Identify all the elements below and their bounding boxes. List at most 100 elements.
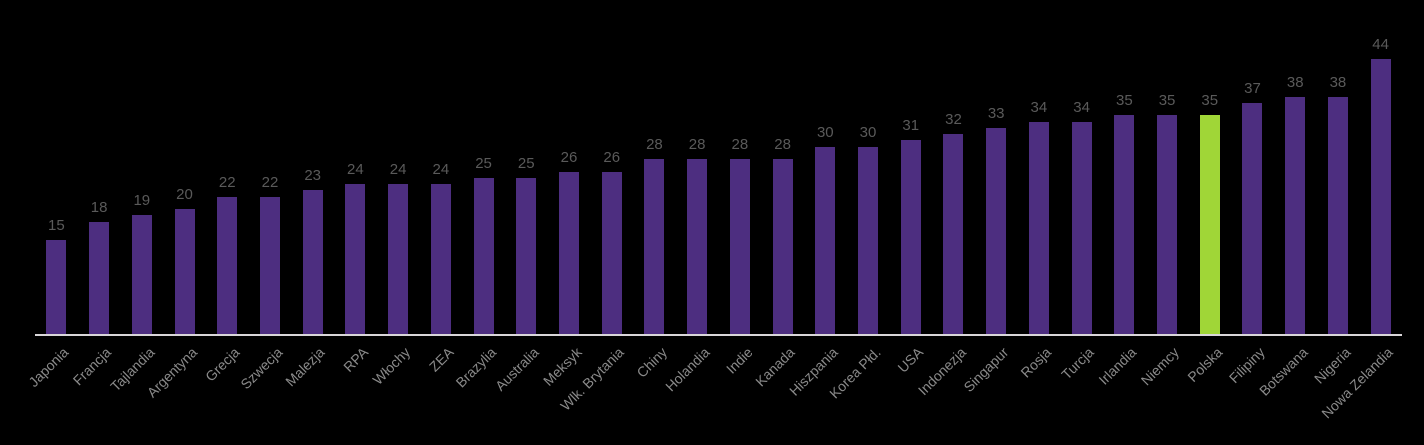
value-label: 22 [218, 173, 236, 191]
value-label: 28 [731, 136, 749, 153]
value-label: 28 [646, 136, 663, 153]
category-label: Rosja [1017, 344, 1055, 381]
bar [1071, 121, 1092, 334]
value-label: 30 [816, 123, 834, 141]
plot-area: 15 Japonia 18 Francja 19 Tajlandia 20 Argentyna… [26, 0, 1402, 421]
bar [302, 190, 323, 334]
bar [1114, 115, 1135, 334]
category-label: Irlandia [1095, 344, 1140, 388]
category-label: Szwecja [237, 344, 286, 393]
bar-column: 34 Turcja [1058, 0, 1103, 383]
bar [558, 171, 579, 334]
value-label: 23 [304, 167, 322, 185]
category-label: Chiny [633, 344, 670, 381]
bar [46, 240, 67, 334]
value-label: 20 [176, 186, 193, 203]
bar-column: 44 Nowa Zelandia [1319, 0, 1402, 421]
value-label: 35 [1201, 92, 1219, 110]
category-label: Holandia [662, 344, 713, 395]
bar-column: 26 Wlk. Brytania [557, 0, 633, 414]
bar [1242, 102, 1263, 334]
bar [1028, 121, 1049, 334]
bar-column: 35 Niemcy [1138, 0, 1189, 388]
bar-column: 34 Rosja [1018, 0, 1061, 381]
bar-column: 18 Francja [70, 0, 121, 389]
value-label: 25 [517, 154, 535, 172]
bar-column: 28 Holandia [662, 0, 719, 394]
x-axis-line [35, 334, 1402, 336]
value-label: 31 [902, 117, 920, 135]
category-label: Grecja [202, 344, 243, 385]
bar [644, 159, 665, 334]
value-label: 37 [1244, 79, 1261, 97]
bar-column: 38 Nigeria [1311, 0, 1360, 387]
category-label: ZEA [425, 344, 457, 375]
bar [986, 127, 1007, 334]
bar-column: 37 Filipiny [1226, 0, 1274, 386]
bar [473, 177, 494, 334]
value-label: 34 [1030, 98, 1048, 116]
bar [430, 184, 451, 334]
bar [772, 159, 793, 334]
bar-column: 28 Chiny [633, 0, 676, 381]
bar [601, 171, 622, 334]
value-label: 35 [1158, 92, 1176, 110]
category-label: Singapur [960, 344, 1012, 395]
category-label: Filipiny [1225, 344, 1268, 387]
bar-column: 28 Kanada [752, 0, 804, 389]
bar [345, 184, 366, 334]
bar-column: 35 Polska [1184, 0, 1231, 385]
bar [858, 146, 879, 334]
value-label: 24 [347, 161, 364, 178]
category-label: Indie [722, 344, 756, 377]
value-label: 44 [1372, 36, 1389, 53]
bar-column: 22 Grecja [202, 0, 249, 385]
category-label: RPA [339, 344, 371, 375]
bar [259, 196, 280, 334]
bar [217, 196, 238, 334]
bar [388, 184, 409, 334]
bar-column: 22 Szwecja [237, 0, 292, 393]
value-label: 24 [432, 161, 450, 178]
bar-column: 35 Irlandia [1096, 0, 1146, 388]
bar [1327, 96, 1348, 334]
value-label: 19 [133, 192, 151, 210]
value-label: 34 [1073, 98, 1090, 116]
bar-column: 19 Tajlandia [107, 0, 163, 394]
bar [900, 140, 921, 334]
bar [131, 215, 152, 334]
category-label: Australia [491, 344, 542, 394]
value-label: 25 [475, 154, 492, 172]
bar-column: 24 RPA [334, 0, 377, 375]
value-label: 24 [389, 161, 407, 178]
category-label: Malezja [282, 344, 328, 390]
bar-column: 24 ZEA [419, 0, 462, 375]
category-label: Włochy [369, 344, 414, 388]
bar-column: 15 Japonia [26, 0, 78, 390]
bar-column: 26 Meksyk [539, 0, 591, 389]
bar [89, 221, 110, 334]
value-label: 22 [261, 173, 279, 191]
bar-column: 33 Singapur [961, 0, 1018, 395]
value-label: 32 [945, 111, 962, 128]
bar [174, 209, 195, 334]
bar [729, 159, 750, 334]
bar [815, 146, 836, 334]
value-label: 38 [1329, 73, 1347, 91]
value-label: 38 [1286, 73, 1304, 91]
category-label: Japonia [25, 344, 72, 390]
value-label: 28 [774, 136, 791, 153]
bar [516, 177, 537, 334]
bar [687, 159, 708, 334]
bar [1157, 115, 1178, 334]
category-label: Niemcy [1138, 344, 1183, 389]
value-label: 35 [1115, 92, 1133, 110]
category-label: Turcja [1058, 344, 1097, 383]
category-label: Polska [1184, 344, 1226, 386]
category-label: Brazylia [452, 344, 499, 391]
bar [1370, 59, 1391, 334]
bar-column: 25 Brazylia [452, 0, 505, 391]
bar-column: 28 Indie [719, 0, 762, 377]
value-label: 30 [859, 123, 877, 141]
